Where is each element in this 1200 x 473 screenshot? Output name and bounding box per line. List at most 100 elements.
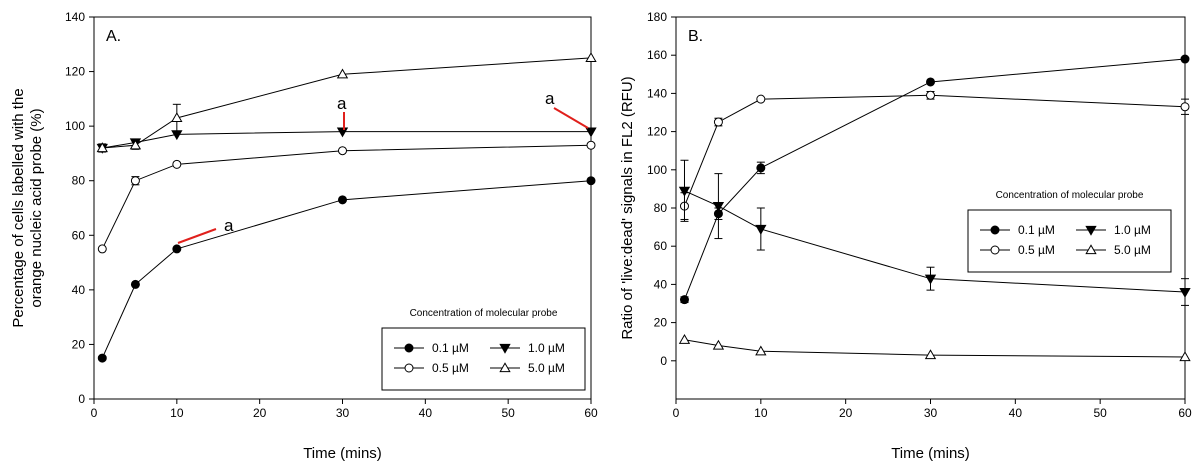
data-point [713, 117, 723, 127]
data-point [97, 244, 107, 254]
data-point [585, 127, 597, 138]
data-point [756, 94, 766, 104]
x-tick-label: 30 [336, 406, 350, 420]
y-tick-label: 20 [654, 316, 668, 330]
x-tick-label: 10 [170, 406, 184, 420]
panel-label: A. [106, 28, 121, 45]
data-point [712, 339, 725, 350]
series-0-5-M [97, 140, 596, 254]
chart-panel-b: 0 10 20 30 40 50 60 0 20 40 60 80 100 120 140 160 180 Tim… [619, 10, 1192, 462]
data-point [755, 224, 767, 235]
data-point [1180, 54, 1190, 64]
x-tick-label: 40 [419, 406, 433, 420]
data-point [756, 163, 766, 173]
data-point [338, 146, 347, 156]
data-point [586, 140, 596, 150]
y-tick-label: 100 [65, 119, 85, 133]
data-point [926, 77, 935, 87]
y-tick-label: 60 [654, 239, 668, 253]
y-tick-label: 0 [78, 392, 85, 406]
plot-frame [675, 16, 1186, 400]
series-5-0-M [678, 333, 1191, 362]
data-point [338, 195, 347, 205]
legend: Concentration of molecular probe 0.1 µM 0.… [967, 190, 1172, 273]
legend-label: 0.1 µM [432, 341, 469, 355]
data-point [336, 127, 349, 138]
legend-box [381, 327, 586, 391]
data-point [678, 186, 691, 197]
legend-marker [404, 363, 414, 373]
series-0-5-M [679, 90, 1190, 220]
y-tick-label: 160 [647, 48, 667, 62]
data-point [97, 353, 107, 363]
y-tick-label: 80 [72, 174, 86, 188]
panel-label: B. [688, 28, 703, 45]
y-tick-label: 0 [660, 354, 667, 368]
data-point [130, 176, 140, 186]
annotation-label: a [337, 94, 347, 113]
legend-marker [990, 245, 1000, 255]
data-point [678, 333, 691, 344]
legend-marker [404, 343, 414, 353]
y-axis-label-line2: orange nucleic acid probe (%) [28, 108, 45, 307]
x-tick-label: 30 [924, 406, 938, 420]
data-point [1179, 287, 1191, 298]
data-point [926, 90, 935, 100]
legend-label: 1.0 µM [1114, 223, 1151, 237]
annotation-arrow [553, 107, 589, 129]
data-point [712, 201, 725, 212]
data-point [1180, 102, 1190, 112]
data-point [679, 295, 689, 305]
data-point [129, 139, 142, 150]
y-axis-label: Ratio of 'live:dead' signals in FL2 (RFU… [619, 76, 636, 339]
data-point [586, 176, 596, 186]
y-tick-label: 180 [647, 10, 667, 24]
x-tick-label: 50 [501, 406, 515, 420]
legend-title: Concentration of molecular probe [996, 190, 1144, 201]
data-point [924, 349, 937, 360]
legend-marker [1085, 244, 1097, 255]
y-tick-label: 40 [72, 283, 86, 297]
data-point [755, 345, 767, 356]
x-axis-label: Time (mins) [303, 445, 382, 462]
legend-label: 0.5 µM [1018, 243, 1055, 257]
y-tick-label: 80 [654, 201, 668, 215]
x-axis-label: Time (mins) [891, 445, 970, 462]
y-tick-label: 40 [654, 277, 668, 291]
data-point [336, 68, 349, 79]
y-tick-label: 20 [72, 337, 86, 351]
legend-marker [499, 362, 511, 373]
x-tick-label: 60 [1178, 406, 1192, 420]
x-tick-label: 20 [839, 406, 853, 420]
chart-panel-a: 0 10 20 30 40 50 60 0 20 40 60 80 100 120 140 Time (min… [10, 10, 598, 462]
x-tick-label: 40 [1009, 406, 1023, 420]
series-1-0-M [678, 159, 1191, 306]
legend-marker [499, 343, 511, 354]
x-tick-label: 60 [584, 406, 598, 420]
y-tick-label: 120 [647, 125, 667, 139]
data-point [172, 159, 182, 169]
legend-box [967, 209, 1172, 273]
x-tick-label: 50 [1093, 406, 1107, 420]
data-point [1179, 351, 1191, 362]
y-tick-label: 100 [647, 163, 667, 177]
y-tick-label: 140 [647, 86, 667, 100]
annotation-label: a [224, 216, 234, 235]
legend-marker [1085, 225, 1097, 236]
x-tick-label: 10 [754, 406, 768, 420]
x-tick-label: 0 [91, 406, 98, 420]
legend: Concentration of molecular probe 0.1 µM 0.… [381, 308, 586, 391]
legend-marker [990, 225, 1000, 235]
data-point [172, 244, 182, 254]
y-axis-label-line1: Percentage of cells labelled with the [10, 88, 27, 327]
x-tick-label: 0 [673, 406, 680, 420]
legend-label: 5.0 µM [528, 361, 565, 375]
data-point [585, 52, 597, 63]
data-point [924, 274, 937, 285]
annotation-label: a [545, 89, 555, 108]
series-5-0-M [96, 52, 597, 153]
legend-title: Concentration of molecular probe [410, 308, 558, 319]
x-tick-label: 20 [253, 406, 267, 420]
y-tick-label: 60 [72, 228, 86, 242]
data-point [171, 112, 183, 123]
